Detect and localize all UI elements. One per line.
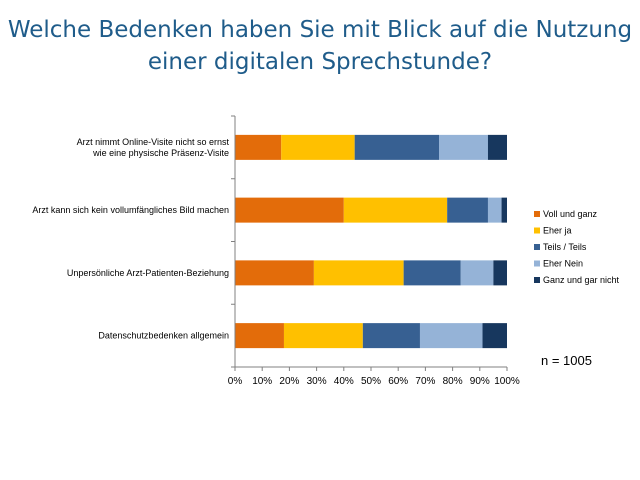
bar-segment-1-1 <box>235 134 282 160</box>
bar-segment-1-5 <box>487 134 507 160</box>
legend-label-2: Eher ja <box>543 226 572 236</box>
bar-segment-1-3 <box>354 134 439 160</box>
bar-segment-3-2 <box>313 260 404 286</box>
sample-size-label: n = 1005 <box>541 353 592 368</box>
x-tick-label-10: 90% <box>470 376 490 387</box>
bar-segment-3-1 <box>235 260 314 286</box>
category-label-1: Arzt nimmt Online-Visite nicht so ernst w… <box>77 137 230 158</box>
bar-segment-2-5 <box>501 197 507 223</box>
legend-swatch-3 <box>534 244 540 250</box>
bar-segment-4-1 <box>235 323 284 349</box>
chart-title-line-1: Welche Bedenken haben Sie mit Blick auf … <box>7 17 633 43</box>
bar-segment-2-4 <box>487 197 502 223</box>
x-tick-label-9: 80% <box>443 376 463 387</box>
legend-label-3: Teils / Teils <box>543 242 587 252</box>
bar-segment-1-4 <box>439 134 488 160</box>
bar-segment-1-2 <box>281 134 355 160</box>
x-tick-label-11: 100% <box>494 376 520 387</box>
bar-segment-3-3 <box>403 260 461 286</box>
category-label-3: Unpersönliche Arzt-Patienten-Beziehung <box>67 268 229 278</box>
bar-segment-4-5 <box>482 323 507 349</box>
x-tick-label-1: 0% <box>228 376 243 387</box>
bar-segment-3-4 <box>460 260 494 286</box>
x-tick-label-7: 60% <box>388 376 408 387</box>
bar-segment-2-1 <box>235 197 344 223</box>
legend-swatch-5 <box>534 277 540 283</box>
x-tick-label-6: 50% <box>361 376 381 387</box>
x-tick-label-5: 40% <box>334 376 354 387</box>
bar-segment-4-3 <box>362 323 420 349</box>
legend-swatch-1 <box>534 211 540 217</box>
bar-segment-4-4 <box>419 323 483 349</box>
legend-label-1: Voll und ganz <box>543 209 598 219</box>
bar-segment-4-2 <box>283 323 363 349</box>
x-tick-label-2: 10% <box>252 376 272 387</box>
chart-title-line-2: einer digitalen Sprechstunde? <box>147 49 493 75</box>
legend-swatch-2 <box>534 227 540 234</box>
legend-swatch-4 <box>534 260 540 267</box>
x-tick-label-4: 30% <box>307 376 327 387</box>
category-label-2: Arzt kann sich kein vollumfängliches Bil… <box>32 205 229 215</box>
x-tick-label-3: 20% <box>279 376 299 387</box>
chart-title: Welche Bedenken haben Sie mit Blick auf … <box>0 14 640 78</box>
legend-label-5: Ganz und gar nicht <box>543 275 620 285</box>
bar-segment-2-3 <box>447 197 488 223</box>
bar-segment-2-2 <box>343 197 448 223</box>
legend-label-4: Eher Nein <box>543 259 583 269</box>
x-tick-label-8: 70% <box>415 376 435 387</box>
category-label-4: Datenschutzbedenken allgemein <box>98 331 229 341</box>
bar-segment-3-5 <box>493 260 507 286</box>
